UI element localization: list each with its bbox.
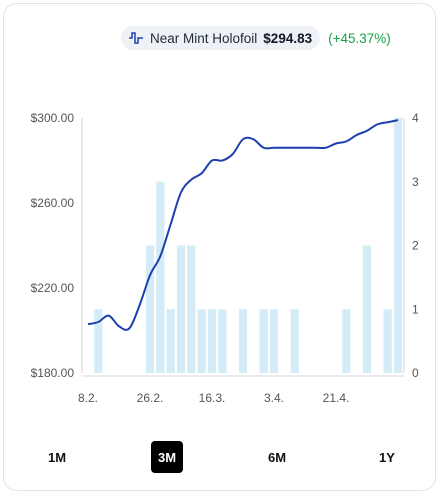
chart-legend: Near Mint Holofoil $294.83 (+45.37%) [121, 26, 391, 50]
x-tick-label: 16.3. [199, 391, 226, 405]
y-left-tick-label: $180.00 [31, 366, 75, 380]
range-button-1y[interactable]: 1Y [379, 449, 395, 465]
price-line [87, 119, 399, 331]
y-left-tick-label: $300.00 [31, 111, 75, 125]
volume-bar [342, 309, 351, 373]
y-right-tick-label: 3 [412, 175, 419, 189]
x-tick-label: 21.4. [323, 391, 350, 405]
volume-bar [176, 245, 186, 373]
volume-bar [362, 245, 372, 373]
y-right-tick-label: 1 [412, 302, 419, 316]
volume-bar [187, 245, 196, 373]
legend-series-pill[interactable]: Near Mint Holofoil $294.83 [121, 26, 321, 50]
volume-bar [94, 309, 103, 373]
volume-bar [218, 309, 227, 373]
line-chart-icon [129, 32, 143, 44]
range-button-1m[interactable]: 1M [47, 449, 67, 465]
legend-price: $294.83 [263, 30, 313, 46]
legend-change: (+45.37%) [328, 30, 391, 46]
volume-bar [238, 309, 248, 373]
volume-bar [207, 309, 217, 373]
volume-bar [197, 309, 206, 373]
range-button-3m[interactable]: 3M [151, 441, 183, 473]
y-right-tick-label: 4 [412, 111, 419, 125]
volume-bar [393, 118, 403, 373]
volume-bar [166, 309, 175, 373]
y-left-tick-label: $220.00 [31, 281, 75, 295]
x-tick-label: 26.2. [137, 391, 164, 405]
volume-bar [290, 309, 299, 373]
y-left-tick-label: $260.00 [31, 196, 75, 210]
y-right-tick-label: 2 [412, 239, 419, 253]
volume-bar [156, 181, 165, 373]
volume-bar [145, 245, 155, 373]
range-button-6m[interactable]: 6M [267, 449, 287, 465]
volume-bar [383, 309, 392, 373]
x-tick-label: 3.4. [264, 391, 284, 405]
x-tick-label: 8.2. [78, 391, 98, 405]
legend-series-name: Near Mint Holofoil [150, 30, 258, 46]
volume-bar [259, 309, 268, 373]
y-right-tick-label: 0 [412, 366, 419, 380]
volume-bar [269, 309, 279, 373]
